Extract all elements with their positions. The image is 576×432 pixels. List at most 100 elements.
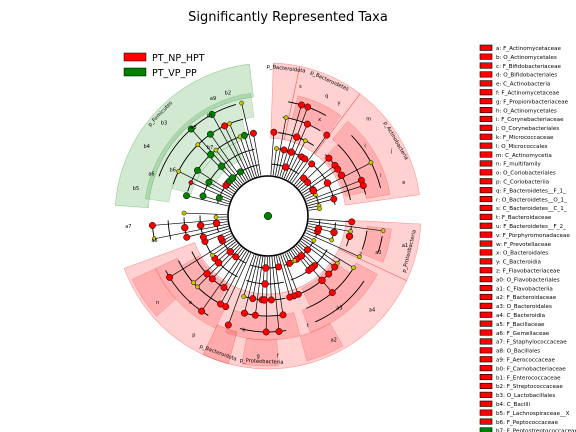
clade-sector [115,63,254,208]
key-swatch [479,196,493,203]
tree-branch [307,198,334,207]
clade-code-label: f [277,354,279,360]
taxon-node [249,129,257,137]
clade-node [212,219,221,227]
taxon-node [198,307,206,315]
key-swatch [479,53,493,60]
clade-node [297,252,306,260]
taxon-node [213,214,219,220]
tree-branch [225,253,251,307]
clade-node [228,174,237,182]
tree-branch [278,255,291,298]
tree-branch [186,195,229,207]
key-swatch [479,133,493,140]
key-entry: w: F_Prevotellaceae [496,242,552,248]
tree-branch [301,238,338,264]
tree-branch [306,185,364,204]
clade-node [203,270,211,278]
taxon-node [325,270,333,278]
taxon-node [227,121,232,127]
key-swatch [479,160,493,167]
tree-branch [291,134,328,184]
clade-node [181,224,189,232]
key-swatch [479,427,493,432]
key-entry: d: O_Bifidobacteriales [496,73,557,79]
tree-branch [212,246,242,280]
key-swatch [479,187,493,194]
clade-node [323,179,332,187]
key-swatch [479,258,493,265]
key-entry: m: C_Actinomycetia [496,153,552,159]
key-entry: o: O_Coriobacteriales [496,171,556,177]
key-swatch [479,115,493,122]
clade-code-label: p [192,333,195,339]
tree-branch [244,255,259,314]
taxon-node [286,293,294,301]
sector-label: p_Proteobacteria [240,358,284,366]
taxon-node [193,166,201,174]
key-swatch [479,98,493,105]
clade-sector [202,324,238,365]
key-entry: p: C_Coriobacteriia [496,180,549,186]
key-swatch [479,267,493,274]
tree-branch [261,256,266,300]
clade-node [215,259,223,267]
taxon-node [249,295,257,303]
clade-node [308,264,316,272]
taxon-node [199,233,207,241]
clade-code-label: r [307,105,310,111]
key-entry: b0: F_Carnobacteriaceae [496,366,566,372]
key-swatch [479,400,493,407]
taxon-node [330,195,338,203]
tree-branch [287,156,302,181]
tree-branch [190,182,231,201]
tree-branch [294,163,312,185]
clade-code-label: s [299,84,302,90]
taxon-node [195,284,200,290]
key-swatch [479,44,493,51]
clade-code-label: q [325,94,328,100]
tree-branch [204,231,231,242]
key-entry: b3: O_Lactobacillales [496,393,555,399]
taxon-node [280,146,288,154]
clade-code-label: a3 [336,305,342,311]
taxon-node [267,296,275,304]
taxon-node [151,236,157,242]
taxon-node [208,275,216,283]
taxon-node [368,160,374,165]
phylo-tree [148,100,386,336]
clade-code-label: y [338,100,341,106]
clade-code-label: e [402,180,405,186]
clade-code-label: g [257,354,260,360]
taxon-node [317,206,322,212]
tree-branch [272,148,277,176]
key-swatch [479,169,493,176]
tree-branch [277,149,285,177]
taxon-node [311,238,317,243]
key-swatch [479,311,493,318]
key-entry: b1: F_Enterococcaceae [496,375,561,381]
tree-branch [297,157,330,189]
taxon-node [328,289,336,297]
taxon-node [357,254,362,260]
tree-branch [302,236,354,269]
key-entry: s: C_Bacteroidetes__C_1_ [496,206,567,212]
taxon-node [359,182,367,190]
tree-branch [208,181,233,196]
tree-branch [289,158,306,182]
key-swatch [479,409,493,416]
taxon-node [183,192,190,200]
key-swatch [479,293,493,301]
clade-node [217,162,226,170]
key-entry: c: F_Bifidobacteriaceae [496,64,562,70]
key-entry: t: F_Bacteroidaceae [496,215,552,221]
taxon-node [304,103,312,111]
taxon-node [323,131,331,139]
tree-branch [301,168,338,194]
clade-code-label: z [359,251,362,257]
taxon-node [183,233,191,241]
tree-branch [220,251,249,305]
taxon-node [331,263,339,271]
key-swatch [479,382,493,390]
